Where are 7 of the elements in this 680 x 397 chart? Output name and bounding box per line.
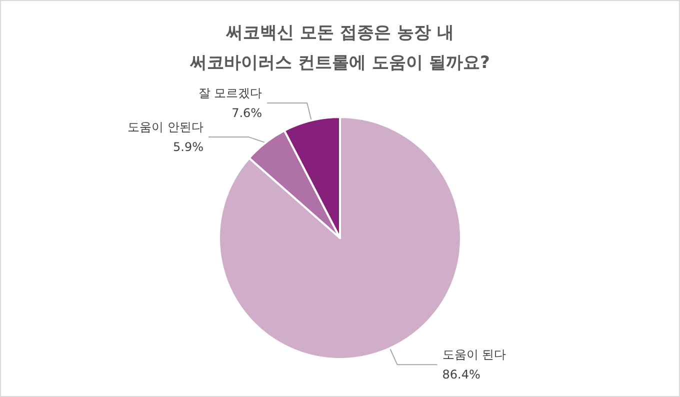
slice-label: 잘 모르겠다 <box>198 86 262 100</box>
data-label: 7.6% <box>232 106 262 120</box>
data-label: 5.9% <box>173 140 204 154</box>
slice-label: 도움이 안된다 <box>128 120 204 134</box>
slice-label: 도움이 된다 <box>442 348 506 362</box>
chart-title: 써코백신 모돈 접종은 농장 내 써코바이러스 컨트롤에 도움이 될까요? <box>189 23 490 73</box>
data-label: 86.4% <box>442 368 480 382</box>
